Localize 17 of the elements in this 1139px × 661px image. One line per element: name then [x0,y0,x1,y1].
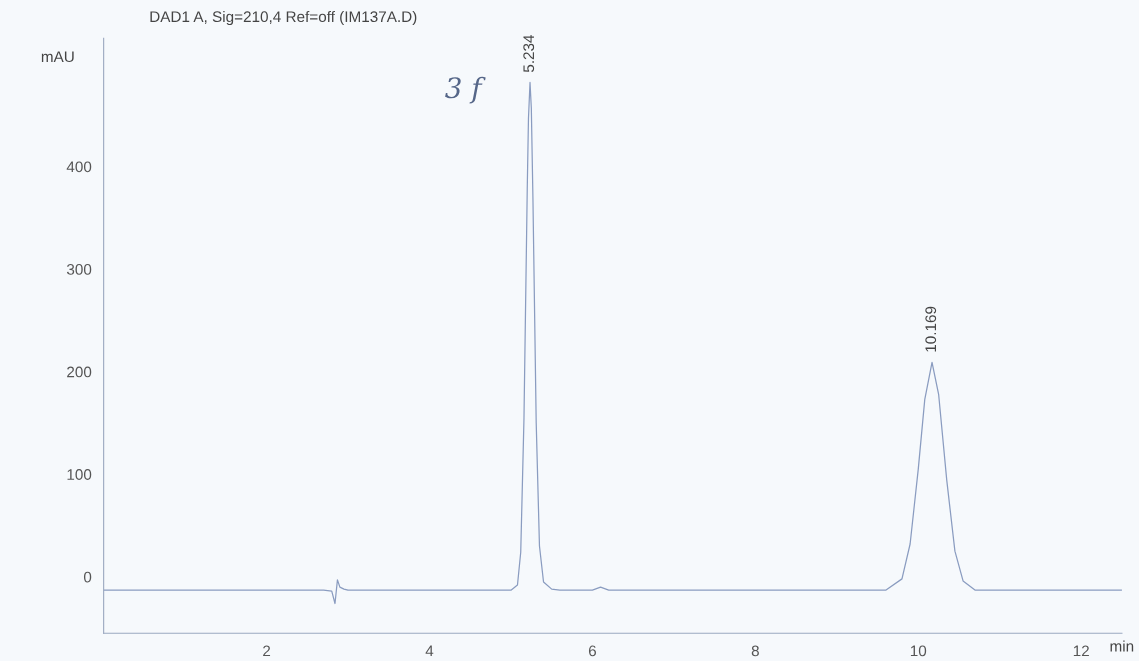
x-tick-label: 12 [1073,645,1089,657]
y-tick-label: 200 [67,366,92,378]
x-tick-label: 2 [263,645,271,657]
x-tick-label: 10 [910,645,927,657]
x-tick-label: 6 [588,645,596,657]
y-tick-label: 400 [66,161,92,173]
x-tick-label: 8 [751,645,759,657]
chart-title: DAD1 A, Sig=210,4 Ref=off (IM137A.D) [150,10,417,26]
annotation: 10.169 [925,306,937,352]
x-axis-title: min [1110,640,1134,652]
x-tick-label: 4 [425,645,434,657]
y-tick-label: 100 [67,469,92,480]
annotation: 5.234 [523,34,535,73]
y-tick-label: 0 [83,571,92,583]
annotation: 3 f [445,76,486,104]
y-axis-title: mAU [41,51,74,63]
y-tick-label: 300 [66,263,92,275]
